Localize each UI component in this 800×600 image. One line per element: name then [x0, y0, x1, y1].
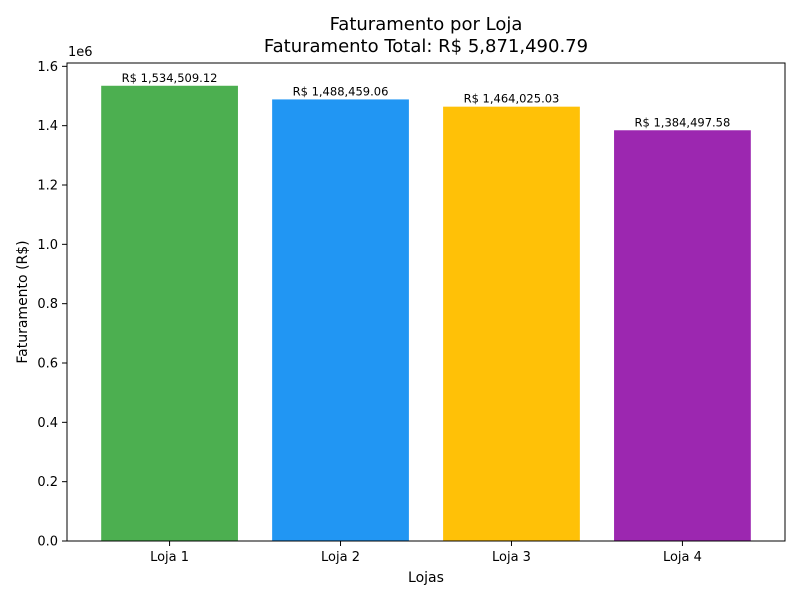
- bars-layer: [101, 85, 751, 542]
- chart-title: Faturamento por Loja: [330, 14, 523, 35]
- x-axis-label: Lojas: [408, 570, 444, 586]
- data-label-2: R$ 1,488,459.06: [293, 84, 389, 98]
- y-tick-label: 0.2: [37, 475, 58, 490]
- x-tick-label-4: Loja 4: [663, 550, 702, 565]
- data-label-3: R$ 1,464,025.03: [464, 92, 560, 106]
- bar-2: [272, 99, 409, 542]
- chart-subtitle: Faturamento Total: R$ 5,871,490.79: [264, 36, 588, 57]
- bar-1: [101, 85, 238, 541]
- y-tick-label: 1.4: [37, 119, 58, 134]
- y-tick-label: 0.0: [37, 535, 58, 550]
- data-label-4: R$ 1,384,497.58: [635, 115, 731, 129]
- y-tick-label: 0.4: [37, 416, 58, 431]
- x-tick-label-3: Loja 3: [492, 550, 531, 565]
- y-tick-label: 1.2: [37, 179, 58, 194]
- bar-4: [614, 130, 751, 541]
- y-axis-offset-text: 1e6: [68, 45, 93, 60]
- plot-frame: [66, 62, 786, 542]
- y-tick-label: 1.6: [37, 60, 58, 75]
- x-tick-label-2: Loja 2: [321, 550, 360, 565]
- x-tick-label-1: Loja 1: [150, 550, 189, 565]
- ticks-layer: Loja 1 Loja 2 Loja 3 Loja 4 0.0 0.2 0.4 0.6 0.8 1…: [37, 60, 702, 565]
- y-tick-label: 0.8: [37, 297, 58, 312]
- data-label-1: R$ 1,534,509.12: [122, 71, 218, 85]
- data-labels-layer: R$ 1,534,509.12 R$ 1,488,459.06 R$ 1,464,0…: [122, 71, 731, 130]
- bar-3: [443, 106, 580, 542]
- y-axis-label: Faturamento (R$): [15, 240, 31, 363]
- y-tick-label: 0.6: [37, 357, 58, 372]
- y-tick-label: 1.0: [37, 238, 58, 253]
